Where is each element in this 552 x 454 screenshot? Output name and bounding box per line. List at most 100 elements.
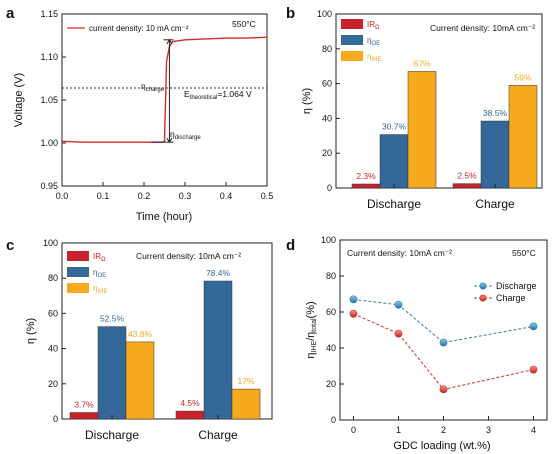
y-tick-label-d: 80 (326, 271, 336, 281)
data-label-b: 2.3% (356, 171, 376, 181)
x-tick-label-a: 0.2 (138, 191, 151, 201)
data-point-d (349, 309, 358, 318)
annotation-b: Current density: 10mA cm⁻² (430, 23, 535, 33)
x-tick-label-d: 1 (396, 425, 401, 435)
x-tick-label-d: 4 (531, 425, 536, 435)
y-tick-label-d: 40 (326, 343, 336, 353)
y-tick-label-b: 20 (322, 148, 332, 158)
legend-swatch-c (67, 267, 89, 277)
x-tick-label-d: 0 (351, 425, 356, 435)
legend-marker-d (479, 294, 487, 302)
category-label-b: Charge (475, 197, 515, 211)
legend-label-c: IRΩ (93, 252, 106, 263)
eta-discharge-label: ηdischarge (170, 129, 201, 141)
annotation-d: Current density: 10mA cm⁻² (347, 248, 452, 258)
legend-swatch-c (67, 283, 89, 293)
panel-letter-b: b (286, 5, 295, 22)
legend-swatch-b (341, 51, 363, 61)
bar-c (175, 410, 205, 420)
plot-frame-c (61, 242, 273, 420)
data-point-d (439, 385, 448, 394)
data-point-d (349, 295, 358, 304)
bar-b (407, 71, 437, 189)
x-tick-label-a: 0.1 (97, 191, 110, 201)
data-point-d (394, 329, 403, 338)
bar-c (69, 412, 99, 420)
y-tick-label-a: 0.95 (40, 181, 58, 191)
plot-frame-b (335, 13, 543, 189)
x-tick-label-d: 2 (441, 425, 446, 435)
legend-label-d: Discharge (496, 281, 537, 291)
legend-label-b: IRΩ (367, 20, 380, 31)
x-tick-label-a: 0.4 (220, 191, 233, 201)
legend-swatch-c (67, 251, 89, 261)
data-point-d (439, 338, 448, 347)
legend-label-a: current density: 10 mA cm⁻² (89, 24, 189, 33)
bar-b (480, 120, 510, 189)
annotation-c: Current density: 10mA cm⁻² (136, 251, 241, 261)
panel-a: a 0.0 0.1 0.2 0.3 0.4 0.5 0.95 1.00 1.05 1.10 1.15… (6, 5, 273, 223)
data-label-c: 43.8% (128, 329, 153, 339)
legend-marker-d (479, 282, 487, 290)
y-tick-label-b: 40 (322, 113, 332, 123)
y-tick-label-b: 80 (322, 44, 332, 54)
data-label-c: 78.4% (206, 268, 231, 278)
category-label-c: Charge (198, 428, 238, 442)
temperature-label-d: 550°C (512, 248, 536, 258)
x-axis-label-a: Time (hour) (136, 211, 192, 223)
temperature-label-a: 550°C (232, 19, 256, 29)
bar-c (125, 341, 155, 420)
y-tick-label-c: 20 (48, 379, 58, 389)
legend-swatch-b (341, 35, 363, 45)
bar-b (508, 85, 538, 189)
y-tick-label-b: 100 (317, 9, 332, 19)
legend-label-d: Charge (496, 293, 526, 303)
data-point-d (529, 365, 538, 374)
legend-label-b: ηIHE (367, 52, 381, 63)
voltage-curve (61, 36, 268, 143)
y-axis-label-d: ηIHE/ηtotal(%) (305, 301, 318, 358)
panel-letter-c: c (6, 237, 14, 254)
x-tick-label-a: 0.5 (261, 191, 274, 201)
panel-letter-a: a (6, 5, 15, 22)
bar-b (379, 134, 409, 189)
y-tick-label-a: 1.00 (40, 138, 58, 148)
bar-c (231, 388, 261, 420)
panel-b: b η (%) 0 20 40 60 80 100 2.3% 30.7% 67% Discharg… (286, 5, 543, 211)
bar-c (203, 280, 233, 420)
y-tick-label-a: 1.05 (40, 95, 58, 105)
legend-label-c: ηIHE (93, 284, 107, 295)
data-label-b: 38.5% (483, 108, 508, 118)
theoretical-voltage-label: Etheoretical=1.064 V (184, 89, 252, 101)
data-label-c: 4.5% (180, 398, 200, 408)
x-tick-label-d: 3 (486, 425, 491, 435)
y-axis-label-a: Voltage (V) (13, 73, 25, 127)
y-tick-label-c: 40 (48, 344, 58, 354)
data-label-b: 67% (413, 58, 430, 68)
y-tick-label-c: 100 (43, 238, 58, 248)
data-label-b: 2.5% (457, 171, 477, 181)
series-line-d (353, 298, 534, 344)
data-point-d (394, 300, 403, 309)
y-tick-label-d: 100 (321, 235, 336, 245)
x-tick-label-a: 0.3 (179, 191, 192, 201)
y-tick-label-b: 0 (327, 183, 332, 193)
bar-c (97, 326, 127, 420)
panel-letter-d: d (286, 237, 295, 254)
bar-b (351, 183, 381, 189)
category-label-b: Discharge (367, 197, 421, 211)
legend-swatch-b (341, 19, 363, 29)
x-axis-label-d: GDC loading (wt.%) (393, 440, 490, 452)
eta-charge-arrowhead (166, 38, 173, 45)
y-tick-label-d: 0 (331, 415, 336, 425)
y-tick-label-c: 0 (53, 414, 58, 424)
y-axis-label-c: η (%) (25, 318, 37, 344)
panel-d: d GDC loading (wt.%) ηIHE/ηtotal(%) 0 1 2 3… (286, 235, 548, 452)
y-tick-label-d: 20 (326, 379, 336, 389)
y-tick-label-c: 80 (48, 273, 58, 283)
y-tick-label-b: 60 (322, 79, 332, 89)
data-label-c: 3.7% (74, 399, 94, 409)
data-label-b: 30.7% (382, 122, 407, 132)
y-axis-label-b: η (%) (301, 88, 313, 114)
